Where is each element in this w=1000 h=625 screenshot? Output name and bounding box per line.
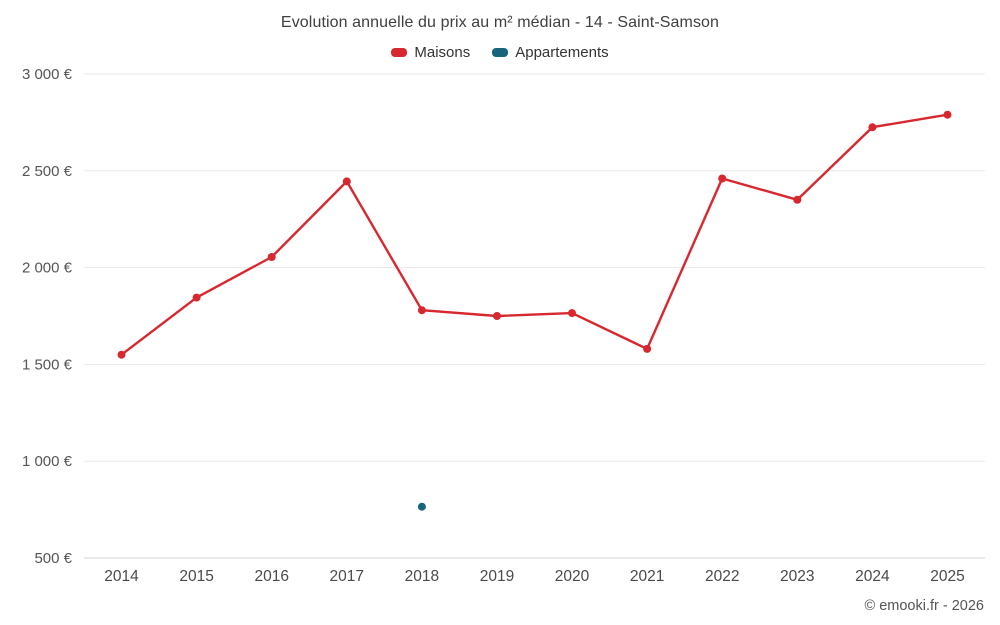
data-point-maisons[interactable]	[793, 195, 802, 204]
series-appartements	[417, 502, 426, 511]
credit-text: © emooki.fr - 2026	[864, 598, 984, 614]
y-tick-label: 2 500 €	[22, 163, 73, 180]
x-tick-label: 2020	[555, 568, 590, 585]
data-point-appartements[interactable]	[417, 502, 426, 511]
x-tick-label: 2017	[330, 568, 364, 585]
x-tick-label: 2021	[630, 568, 664, 585]
y-tick-label: 3 000 €	[22, 66, 73, 83]
y-tick-label: 1 500 €	[22, 356, 73, 373]
x-tick-label: 2024	[855, 568, 890, 585]
x-tick-label: 2015	[179, 568, 213, 585]
legend-label-maisons: Maisons	[414, 44, 471, 61]
data-point-maisons[interactable]	[117, 350, 126, 359]
legend-label-appartements: Appartements	[515, 44, 609, 61]
series-maisons	[117, 110, 952, 359]
data-point-maisons[interactable]	[342, 177, 351, 186]
data-point-maisons[interactable]	[868, 123, 877, 132]
series-line-maisons	[120, 113, 949, 356]
y-tick-label: 500 €	[34, 550, 72, 567]
x-tick-label: 2025	[930, 568, 964, 585]
x-tick-label: 2018	[405, 568, 439, 585]
data-point-maisons[interactable]	[643, 344, 652, 353]
y-tick-label: 2 000 €	[22, 260, 73, 277]
x-tick-label: 2014	[104, 568, 139, 585]
data-point-maisons[interactable]	[192, 293, 201, 302]
gridlines	[84, 73, 985, 559]
legend-swatch-maisons	[391, 48, 408, 57]
legend-item-maisons[interactable]: Maisons	[391, 44, 470, 61]
data-point-maisons[interactable]	[718, 174, 727, 183]
data-point-maisons[interactable]	[267, 253, 276, 261]
chart-header: Evolution annuelle du prix au m² médian …	[0, 14, 1000, 61]
legend-swatch-appartements	[492, 48, 509, 57]
legend-item-appartements[interactable]: Appartements	[492, 44, 609, 61]
x-tick-label: 2016	[254, 568, 288, 585]
y-axis-labels: 500 € 1 000 € 1 500 € 2 000 € 2 500 € 3 000 €	[22, 66, 73, 567]
x-tick-label: 2019	[480, 568, 514, 585]
data-point-maisons[interactable]	[568, 309, 576, 318]
data-point-maisons[interactable]	[943, 110, 952, 119]
x-tick-label: 2022	[705, 568, 739, 585]
chart-legend: Maisons Appartements	[0, 44, 1000, 61]
data-point-maisons[interactable]	[493, 312, 501, 320]
x-axis-labels: 2014 2015 2016 2017 2018 2019 2020 2021 2022 2023…	[104, 568, 964, 585]
x-tick-label: 2023	[780, 568, 814, 585]
data-point-maisons[interactable]	[417, 306, 426, 315]
y-tick-label: 1 000 €	[22, 453, 73, 470]
chart-title: Evolution annuelle du prix au m² médian …	[280, 14, 720, 31]
